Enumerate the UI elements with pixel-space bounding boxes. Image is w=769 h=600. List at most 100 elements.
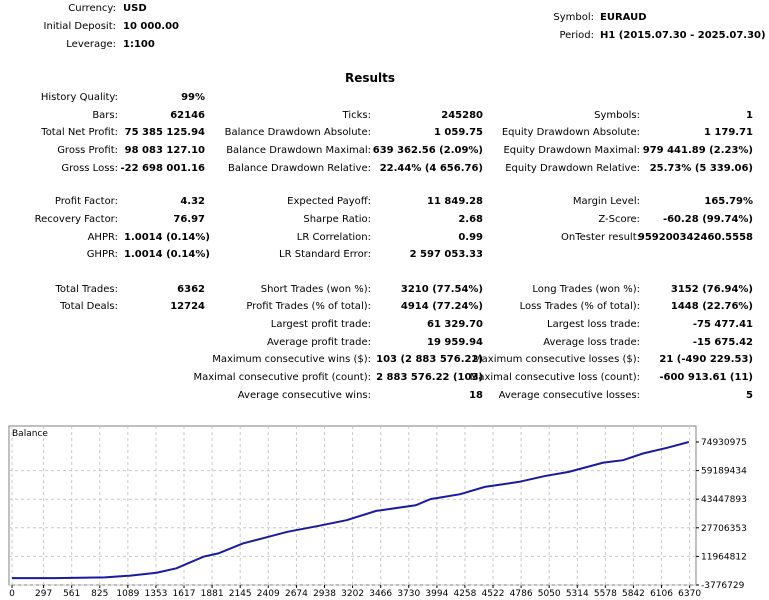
leverage-value: 1:100 bbox=[123, 39, 155, 50]
stat-value: 959200342460.5558 bbox=[637, 232, 753, 243]
stat-label: Symbols: bbox=[594, 110, 640, 121]
results-title: Results bbox=[344, 71, 396, 85]
stat-label: Total Deals: bbox=[60, 301, 118, 312]
x-tick-label: 0 bbox=[9, 589, 15, 599]
stat-label: Equity Drawdown Relative: bbox=[505, 163, 640, 174]
x-tick-label: 3994 bbox=[425, 589, 448, 599]
stat-value: 1.0014 (0.14%) bbox=[124, 232, 210, 243]
stat-value: 1 bbox=[746, 110, 753, 121]
x-tick-label: 1353 bbox=[144, 589, 167, 599]
y-tick-label: -3776729 bbox=[701, 581, 745, 591]
stat-value: 1 059.75 bbox=[433, 127, 483, 138]
x-tick-label: 4522 bbox=[482, 589, 505, 599]
stat-label: Loss Trades (% of total): bbox=[519, 301, 640, 312]
stat-value: 245280 bbox=[441, 110, 483, 121]
stat-value: 103 (2 883 576.22) bbox=[376, 354, 483, 365]
initial-deposit-value: 10 000.00 bbox=[123, 21, 179, 32]
stat-value: 4.32 bbox=[180, 196, 205, 207]
stat-label: Maximum consecutive losses ($): bbox=[473, 354, 640, 365]
y-tick-label: 27706353 bbox=[701, 524, 747, 534]
balance-line bbox=[12, 441, 690, 580]
stat-label: Balance Drawdown Absolute: bbox=[224, 127, 371, 138]
stat-label: Average profit trade: bbox=[266, 337, 371, 348]
stat-label: OnTester result: bbox=[560, 232, 640, 243]
stat-value: -22 698 001.16 bbox=[120, 163, 206, 174]
x-tick-label: 1617 bbox=[173, 589, 196, 599]
y-tick-label: 43447893 bbox=[701, 495, 747, 505]
stat-value: 21 (-490 229.53) bbox=[659, 354, 753, 365]
x-tick-label: 3466 bbox=[369, 589, 392, 599]
stat-value: 6362 bbox=[177, 284, 205, 295]
stat-label: Total Trades: bbox=[55, 284, 119, 295]
stat-label: LR Correlation: bbox=[296, 232, 371, 243]
stat-value: 19 959.94 bbox=[427, 337, 483, 348]
stat-label: Maximum consecutive wins ($): bbox=[212, 354, 371, 365]
x-tick-label: 825 bbox=[91, 589, 108, 599]
stat-label: Recovery Factor: bbox=[34, 214, 118, 225]
symbol-label: Symbol: bbox=[553, 12, 594, 23]
x-tick-label: 5050 bbox=[538, 589, 561, 599]
stat-label: Balance Drawdown Relative: bbox=[227, 163, 371, 174]
period-label: Period: bbox=[559, 30, 594, 41]
stat-label: Sharpe Ratio: bbox=[303, 214, 371, 225]
stat-value: 1 179.71 bbox=[703, 127, 753, 138]
stat-value: 4914 (77.24%) bbox=[400, 301, 483, 312]
x-tick-label: 297 bbox=[35, 589, 52, 599]
x-tick-label: 4786 bbox=[510, 589, 533, 599]
stat-label: Average consecutive losses: bbox=[498, 390, 640, 401]
stat-label: Largest profit trade: bbox=[270, 319, 371, 330]
stat-value: 639 362.56 (2.09%) bbox=[372, 145, 483, 156]
y-tick-label: 59189434 bbox=[701, 467, 747, 477]
x-tick-label: 5842 bbox=[622, 589, 645, 599]
stat-value: 12724 bbox=[170, 301, 205, 312]
currency-value: USD bbox=[123, 3, 147, 14]
stat-label: Balance Drawdown Maximal: bbox=[226, 145, 371, 156]
stat-value: 3152 (76.94%) bbox=[670, 284, 753, 295]
stat-label: Average consecutive wins: bbox=[237, 390, 371, 401]
chart-title: Balance bbox=[12, 429, 48, 439]
stat-value: 165.79% bbox=[704, 196, 753, 207]
stat-label: Largest loss trade: bbox=[547, 319, 640, 330]
stat-value: 1448 (22.76%) bbox=[670, 301, 753, 312]
stat-label: Long Trades (won %): bbox=[532, 284, 640, 295]
stat-value: 2 883 576.22 (103) bbox=[376, 372, 483, 383]
x-tick-label: 1881 bbox=[201, 589, 224, 599]
stat-value: 61 329.70 bbox=[427, 319, 483, 330]
x-tick-label: 6106 bbox=[650, 589, 673, 599]
stat-value: 2 597 053.33 bbox=[409, 249, 483, 260]
stat-value: 99% bbox=[181, 92, 205, 103]
leverage-label: Leverage: bbox=[66, 39, 116, 50]
stat-label: Bars: bbox=[92, 110, 118, 121]
x-tick-label: 5314 bbox=[566, 589, 589, 599]
stat-label: Average loss trade: bbox=[543, 337, 640, 348]
initial-deposit-label: Initial Deposit: bbox=[43, 21, 116, 32]
stat-label: AHPR: bbox=[87, 232, 118, 243]
stat-value: 98 083 127.10 bbox=[124, 145, 205, 156]
stat-value: -60.28 (99.74%) bbox=[662, 214, 753, 225]
stat-label: Maximal consecutive profit (count): bbox=[193, 372, 371, 383]
stat-label: History Quality: bbox=[40, 92, 118, 103]
stat-label: Z-Score: bbox=[598, 214, 640, 225]
stat-value: 5 bbox=[746, 390, 753, 401]
stat-value: 22.44% (4 656.76) bbox=[379, 163, 483, 174]
stat-label: Profit Factor: bbox=[54, 196, 118, 207]
x-tick-label: 5578 bbox=[594, 589, 617, 599]
stat-label: GHPR: bbox=[86, 249, 118, 260]
stat-value: 2.68 bbox=[458, 214, 483, 225]
x-tick-label: 4258 bbox=[453, 589, 476, 599]
x-tick-label: 561 bbox=[63, 589, 80, 599]
stat-label: Equity Drawdown Maximal: bbox=[503, 145, 640, 156]
stat-label: Expected Payoff: bbox=[287, 196, 371, 207]
stat-value: 18 bbox=[469, 390, 483, 401]
stat-label: Gross Loss: bbox=[61, 163, 118, 174]
stat-label: LR Standard Error: bbox=[279, 249, 371, 260]
stat-label: Equity Drawdown Absolute: bbox=[501, 127, 640, 138]
stat-value: -75 477.41 bbox=[692, 319, 753, 330]
x-tick-label: 6370 bbox=[678, 589, 701, 599]
currency-label: Currency: bbox=[68, 3, 116, 14]
stat-value: 25.73% (5 339.06) bbox=[649, 163, 753, 174]
symbol-value: EURAUD bbox=[600, 12, 647, 23]
stat-value: 1.0014 (0.14%) bbox=[124, 249, 210, 260]
stat-value: 62146 bbox=[170, 110, 205, 121]
y-tick-label: 74930975 bbox=[701, 438, 747, 448]
